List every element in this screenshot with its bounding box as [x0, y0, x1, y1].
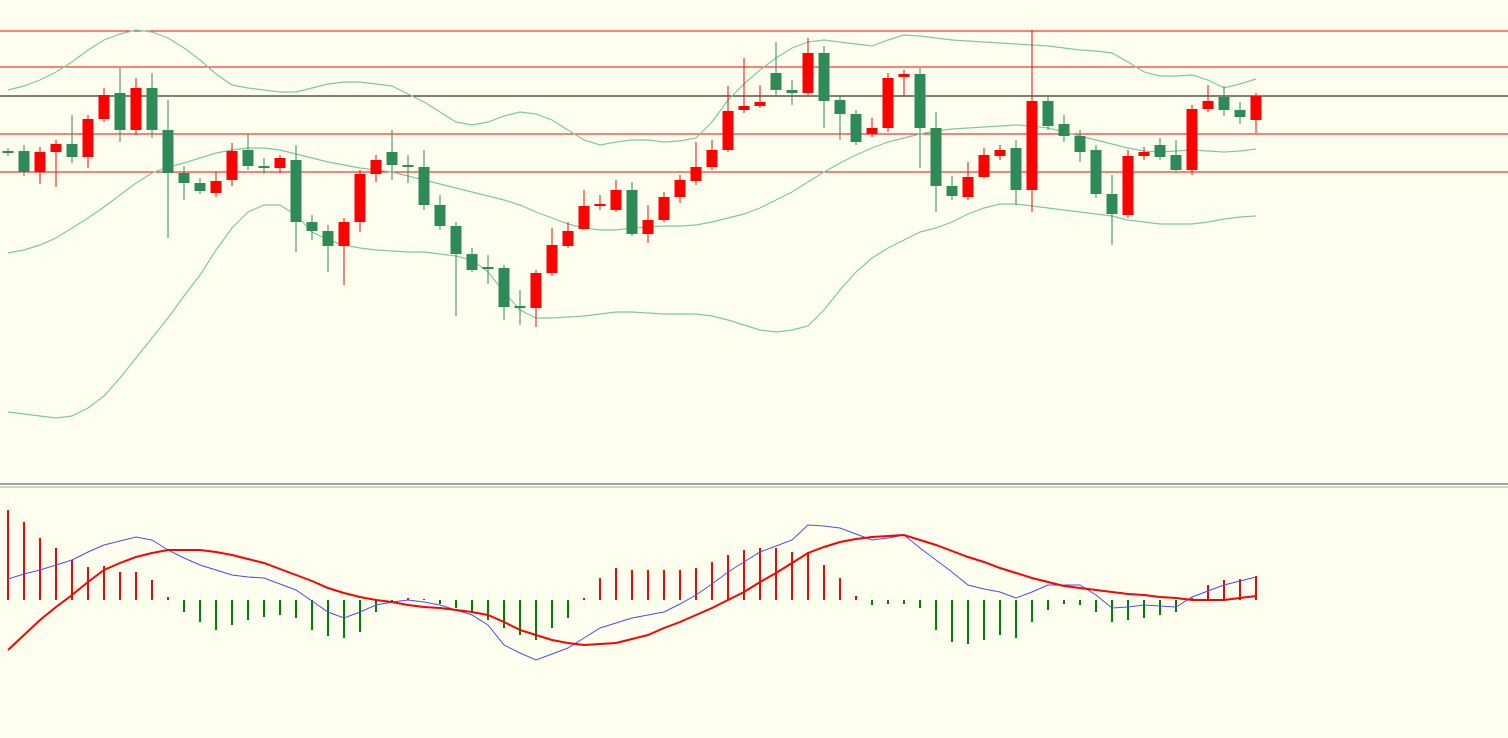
candle-body: [18, 151, 30, 172]
candle-body: [722, 111, 734, 150]
candle-body: [130, 88, 142, 130]
candle-body: [114, 93, 126, 130]
candle-body: [210, 181, 222, 193]
candle-body: [1138, 152, 1150, 156]
candle-body: [194, 183, 206, 191]
candle-body: [1250, 96, 1262, 120]
candle-body: [994, 150, 1006, 156]
candle-body: [1186, 109, 1198, 170]
candle-body: [242, 150, 254, 166]
candle-body: [402, 165, 414, 167]
lower-band: [7, 203, 1257, 419]
candle-body: [434, 205, 446, 226]
candle-body: [978, 155, 990, 177]
candle-body: [1218, 97, 1230, 110]
candle-body: [306, 222, 318, 231]
candle-body: [338, 222, 350, 246]
candle-body: [546, 245, 558, 273]
candle-body: [498, 268, 510, 307]
candle-body: [1026, 101, 1038, 190]
candle-body: [898, 74, 910, 77]
candle-body: [34, 152, 46, 172]
signal-line: [7, 533, 1257, 651]
candle-body: [258, 166, 270, 168]
candle-body: [594, 204, 606, 206]
candle-body: [178, 173, 190, 183]
candle-body: [914, 74, 926, 128]
candle-body: [818, 53, 830, 101]
candle-body: [1202, 101, 1214, 109]
candle-body: [530, 273, 542, 308]
candle-body: [322, 231, 334, 246]
upper-band: [7, 29, 1257, 146]
candle-body: [1170, 155, 1182, 170]
candle-body: [2, 151, 14, 153]
candle-body: [770, 73, 782, 90]
candle-body: [466, 254, 478, 270]
candle-body: [642, 220, 654, 234]
candle-body: [930, 128, 942, 186]
candle-body: [98, 95, 110, 119]
candle-body: [514, 306, 526, 308]
candle-body: [834, 100, 846, 114]
candle-body: [946, 186, 958, 196]
candle-body: [1074, 136, 1086, 152]
candle-body: [1122, 156, 1134, 215]
candle-body: [738, 106, 750, 110]
candle-body: [866, 128, 878, 134]
candle-body: [1058, 124, 1070, 136]
candle-body: [82, 119, 94, 157]
candle-body: [786, 90, 798, 93]
candle-body: [418, 167, 430, 205]
candle-body: [1106, 194, 1118, 214]
candle-body: [162, 130, 174, 173]
candle-body: [626, 190, 638, 234]
candle-body: [274, 158, 286, 168]
candle-body: [674, 180, 686, 197]
candle-body: [1010, 148, 1022, 190]
candle-body: [706, 150, 718, 167]
candle-body: [1090, 150, 1102, 194]
macd-line: [7, 524, 1257, 661]
candle-body: [50, 144, 62, 152]
candle-body: [290, 160, 302, 222]
candle-body: [354, 174, 366, 222]
candle-body: [962, 177, 974, 197]
candle-body: [690, 167, 702, 181]
candle-body: [610, 190, 622, 210]
candle-body: [802, 53, 814, 93]
candle-body: [1154, 145, 1166, 157]
candle-body: [882, 78, 894, 128]
candle-body: [66, 144, 78, 157]
candle-body: [1042, 101, 1054, 126]
candle-body: [578, 206, 590, 229]
candle-body: [482, 267, 494, 269]
candle-body: [386, 152, 398, 165]
candle-body: [562, 231, 574, 246]
candle-body: [850, 114, 862, 142]
candle-body: [226, 151, 238, 180]
candle-body: [146, 88, 158, 130]
candle-body: [450, 226, 462, 254]
candle-body: [370, 160, 382, 174]
candle-body: [1234, 110, 1246, 117]
candle-body: [754, 102, 766, 106]
candle-body: [658, 197, 670, 220]
